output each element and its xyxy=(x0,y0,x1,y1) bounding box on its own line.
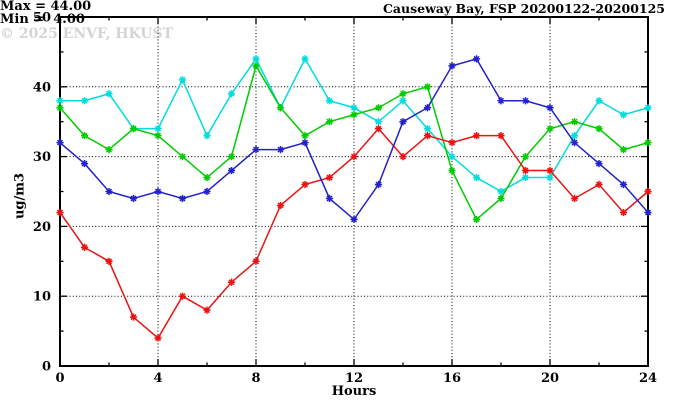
x-tick-label: 16 xyxy=(443,371,461,386)
tick-labels: 0 10 20 30 40 50 0 4 8 12 16 20 24 xyxy=(33,11,657,387)
x-axis-label: Hours xyxy=(331,384,377,399)
y-tick-label: 20 xyxy=(33,220,51,235)
series-cyan-markers xyxy=(56,55,652,196)
y-tick-label: 0 xyxy=(42,360,51,375)
y-axis-label: ug/m3 xyxy=(12,172,28,220)
y-tick-label: 50 xyxy=(33,11,51,26)
series-blue xyxy=(56,55,652,224)
y-tick-label: 30 xyxy=(33,150,51,165)
axis-box xyxy=(59,16,649,367)
y-tick-label: 10 xyxy=(33,290,51,305)
grid-lines xyxy=(60,17,648,366)
y-tick-label: 40 xyxy=(33,80,51,95)
series-green xyxy=(56,62,652,224)
x-tick-label: 12 xyxy=(345,371,363,386)
x-tick-label: 0 xyxy=(55,371,64,386)
watermark: © 2025 ENVF, HKUST xyxy=(0,26,173,42)
series-red-markers xyxy=(56,125,652,342)
x-tick-label: 8 xyxy=(251,371,260,386)
series-green-markers xyxy=(56,62,652,224)
max-value-label: Max = 44.00 xyxy=(0,0,92,14)
x-tick-label: 4 xyxy=(153,371,162,386)
series-blue-markers xyxy=(56,55,652,224)
series-cyan xyxy=(56,55,652,196)
series-red xyxy=(56,125,652,342)
chart-title: Causeway Bay, FSP 20200122-20200125 xyxy=(382,1,665,16)
x-tick-label: 20 xyxy=(541,371,559,386)
x-tick-label: 24 xyxy=(639,371,657,386)
tick-marks xyxy=(59,16,649,367)
